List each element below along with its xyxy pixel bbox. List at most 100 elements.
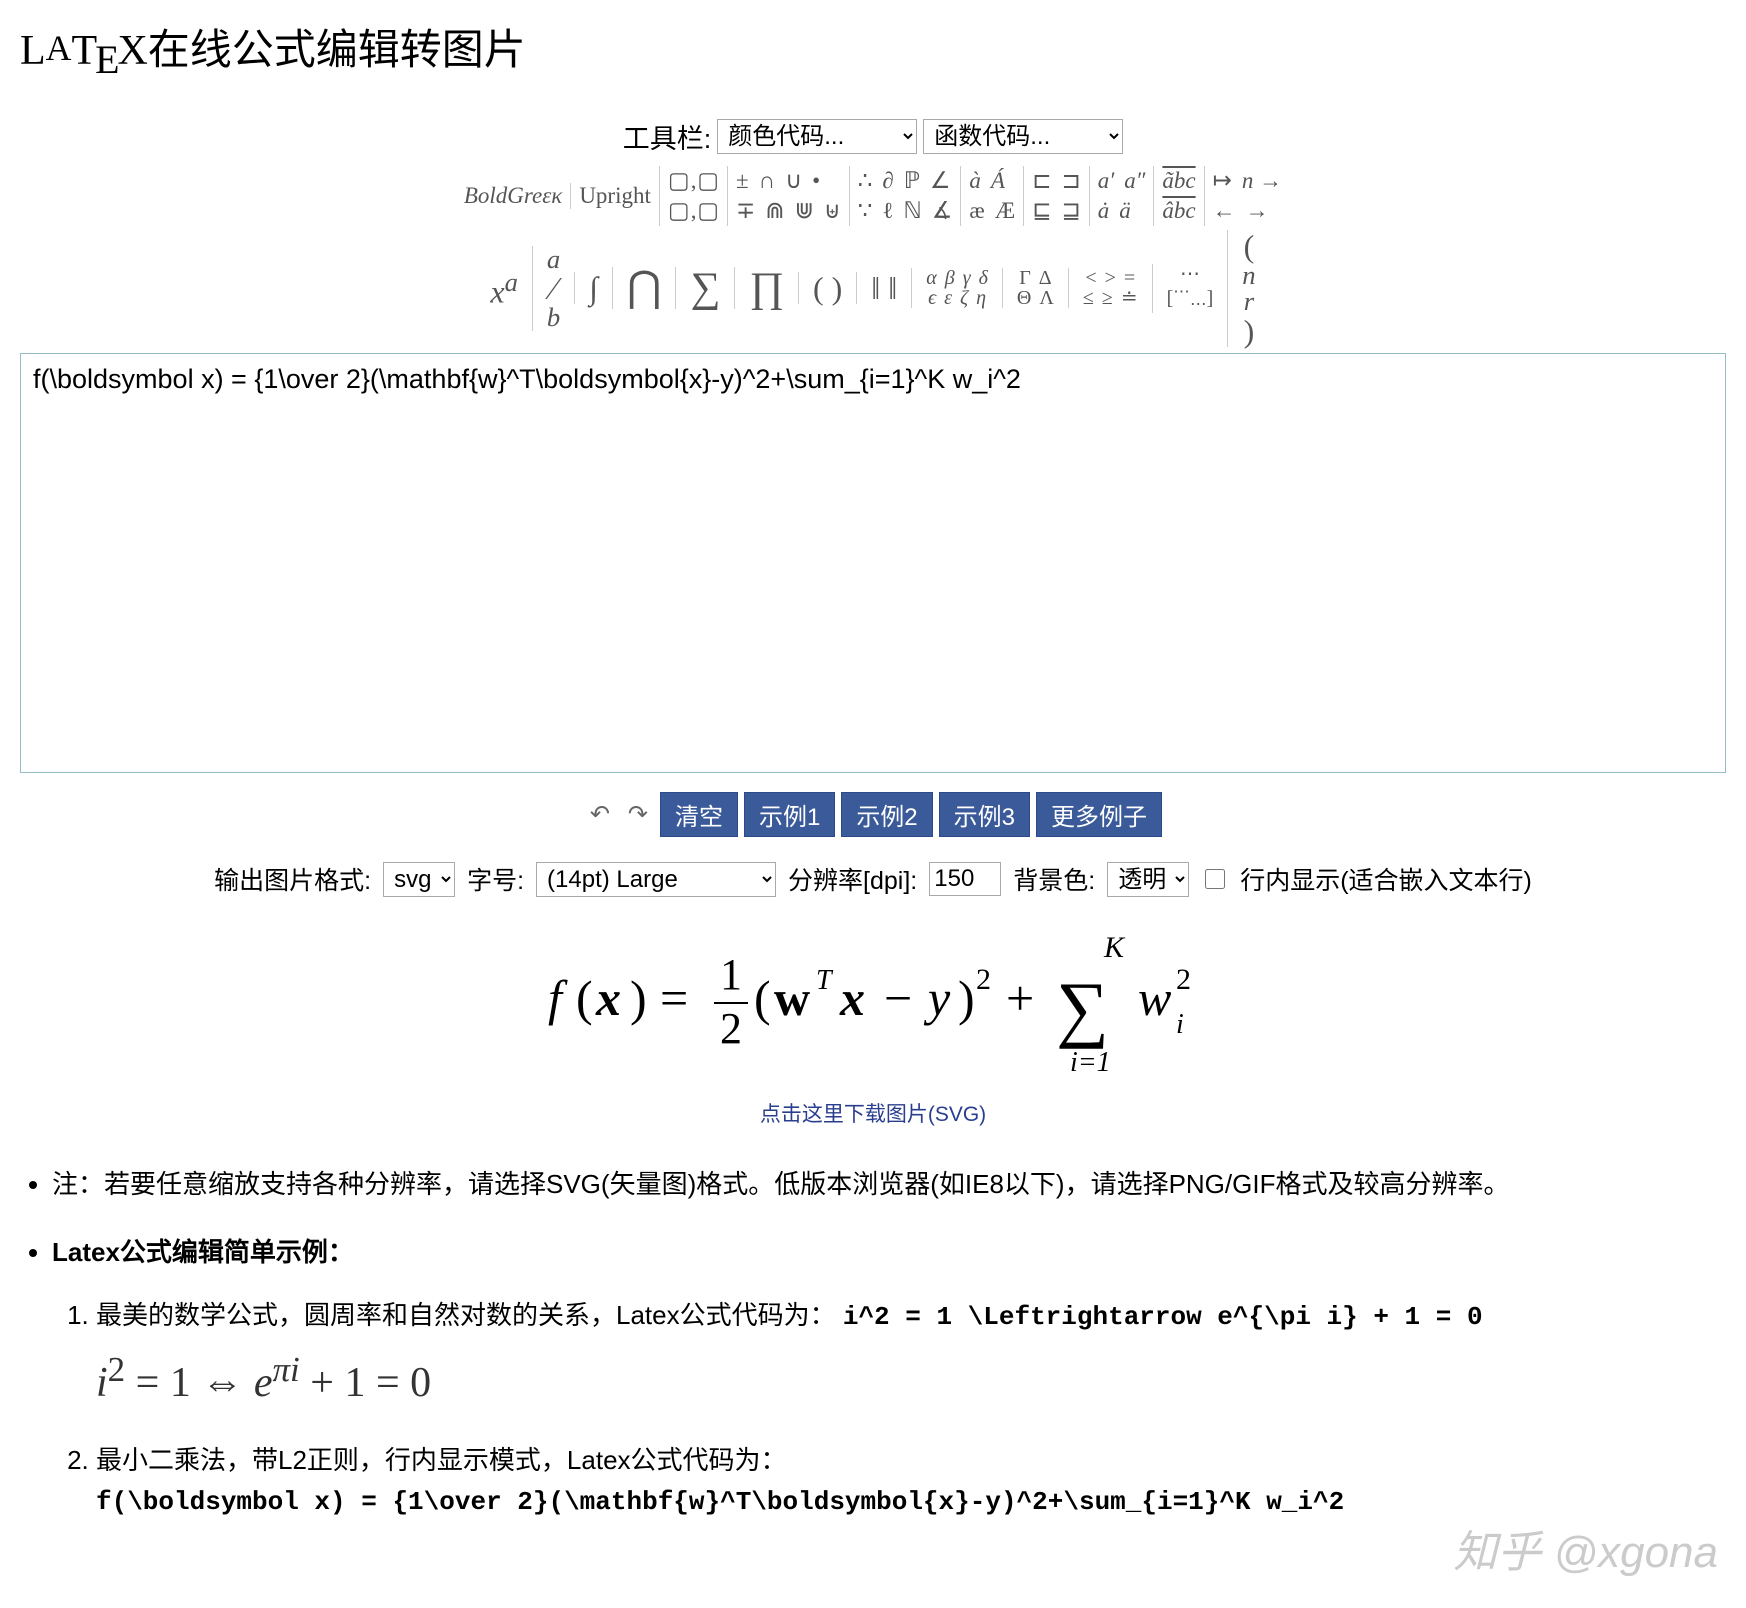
ae-button[interactable]: æ xyxy=(969,196,984,226)
svg-text:i: i xyxy=(1176,1009,1184,1040)
mapsto-button[interactable]: ↦ xyxy=(1213,166,1232,196)
example-euler: 最美的数学公式，圆周率和自然对数的关系，Latex公式代码为： i^2 = 1 … xyxy=(96,1295,1726,1416)
Cup-button[interactable]: ⋓ xyxy=(795,196,814,226)
because-button[interactable]: ∵ xyxy=(858,196,873,226)
svg-text:x: x xyxy=(839,970,865,1026)
N-button[interactable]: ℕ xyxy=(903,196,921,226)
binom-button[interactable]: (nr) xyxy=(1227,230,1269,347)
sum-button[interactable]: ∑ xyxy=(675,267,734,309)
svg-text:K: K xyxy=(1103,933,1126,964)
uplus-button[interactable]: ⊎ xyxy=(824,196,841,226)
svg-text:y: y xyxy=(923,970,951,1026)
example-lsq: 最小二乘法，带L2正则，行内显示模式，Latex公式代码为： f(\boldsy… xyxy=(96,1440,1726,1523)
acute-button[interactable]: Á xyxy=(991,166,1005,196)
rightarrow-button[interactable]: → xyxy=(1246,196,1269,226)
example1-button[interactable]: 示例1 xyxy=(744,792,835,837)
fontsize-select[interactable]: (14pt) Large xyxy=(536,862,776,897)
ddot-button[interactable]: ä xyxy=(1119,196,1131,226)
svg-text:2: 2 xyxy=(720,1004,742,1053)
sqsupset-button[interactable]: ⊐ xyxy=(1061,166,1080,196)
dot-button[interactable]: ȧ xyxy=(1098,196,1110,226)
svg-text:=: = xyxy=(660,970,688,1026)
svg-text:x: x xyxy=(595,970,621,1026)
format-select[interactable]: svg xyxy=(383,862,455,897)
paren-button[interactable]: ( ) xyxy=(798,272,856,304)
cup-button[interactable]: ∪ xyxy=(785,166,802,196)
fontsize-label: 字号: xyxy=(467,861,524,897)
integral-button[interactable]: ∫ xyxy=(574,272,612,304)
clear-button[interactable]: 清空 xyxy=(660,792,738,837)
example3-button[interactable]: 示例3 xyxy=(939,792,1030,837)
bigcap-button[interactable]: ⋂ xyxy=(612,267,675,309)
notes-list: 注：若要任意缩放支持各种分辨率，请选择SVG(矢量图)格式。低版本浏览器(如IE… xyxy=(20,1164,1726,1523)
angle-button[interactable]: ∠ xyxy=(930,166,951,196)
dpi-label: 分辨率[dpi]: xyxy=(788,861,917,897)
ell-button[interactable]: ℓ xyxy=(882,196,893,226)
watermark: 知乎 @xgona xyxy=(1453,1516,1718,1580)
bg-select[interactable]: 透明 xyxy=(1107,862,1189,897)
download-link[interactable]: 点击这里下载图片(SVG) xyxy=(760,1103,986,1126)
sqsubseteq-button[interactable]: ⊑ xyxy=(1032,196,1051,226)
pm-button[interactable]: ± xyxy=(736,166,749,196)
widehat-button[interactable]: âbc xyxy=(1162,196,1195,226)
cap-button[interactable]: ∩ xyxy=(759,166,776,196)
dprime-button[interactable]: a″ xyxy=(1124,166,1145,196)
Cap-button[interactable]: ⋒ xyxy=(765,196,784,226)
note-examples-head: Latex公式编辑简单示例： 最美的数学公式，圆周率和自然对数的关系，Latex… xyxy=(52,1232,1726,1522)
sqsubset-button[interactable]: ⊏ xyxy=(1032,166,1051,196)
sqsupseteq-button[interactable]: ⊒ xyxy=(1061,196,1080,226)
partial-button[interactable]: ∂ xyxy=(882,166,893,196)
box-pair-button[interactable]: ▢‚▢ xyxy=(668,166,719,196)
example-euler-render: i2 = 1 ⇔ eπi + 1 = 0 xyxy=(96,1343,1726,1416)
svg-text:(: ( xyxy=(576,970,593,1026)
note-svg: 注：若要任意缩放支持各种分辨率，请选择SVG(矢量图)格式。低版本浏览器(如IE… xyxy=(52,1164,1726,1204)
svg-text:2: 2 xyxy=(976,963,991,996)
prod-button[interactable]: ∏ xyxy=(734,267,798,309)
redo-icon[interactable]: ↷ xyxy=(622,801,654,829)
svg-text:T: T xyxy=(816,965,834,996)
toolbar-label: 工具栏: xyxy=(623,117,712,156)
undo-icon[interactable]: ↶ xyxy=(584,801,616,829)
prime-button[interactable]: a′ xyxy=(1098,166,1115,196)
rendered-formula: f ( x ) = 1 2 ( w T x − y ) 2 + K ∑ i=1 … xyxy=(20,933,1726,1080)
box-pair-button[interactable]: ▢‚▢ xyxy=(668,196,719,226)
more-examples-button[interactable]: 更多例子 xyxy=(1036,792,1162,837)
therefore-button[interactable]: ∴ xyxy=(858,166,873,196)
upright-button[interactable]: Upright xyxy=(579,183,651,209)
output-settings: 输出图片格式: svg 字号: (14pt) Large 分辨率[dpi]: 背… xyxy=(20,861,1726,897)
dpi-input[interactable] xyxy=(929,862,1001,896)
symbol-palette-row2: xa a⁄b ∫ ⋂ ∑ ∏ ( ) ‖ ‖ αβγδ ϵεζη ΓΔ ΘΛ <… xyxy=(20,230,1726,347)
leftarrow-button[interactable]: ← xyxy=(1213,196,1236,226)
boldgreek-button[interactable]: BoldGreεκ xyxy=(464,183,562,209)
bullet-button[interactable]: • xyxy=(812,166,820,196)
svg-text:i=1: i=1 xyxy=(1070,1047,1111,1073)
grave-button[interactable]: à xyxy=(969,166,981,196)
superscript-button[interactable]: xa xyxy=(476,269,532,308)
n-to-button[interactable]: n → xyxy=(1242,166,1282,196)
norm-button[interactable]: ‖ ‖ xyxy=(856,272,911,304)
greek-lower-button[interactable]: αβγδ ϵεζη xyxy=(911,268,1002,308)
bg-label: 背景色: xyxy=(1013,861,1095,897)
P-button[interactable]: ℙ xyxy=(904,166,920,196)
svg-text:(: ( xyxy=(754,970,771,1026)
svg-text:∑: ∑ xyxy=(1056,968,1109,1050)
measuredangle-button[interactable]: ∡ xyxy=(932,196,953,226)
function-code-select[interactable]: 函数代码... xyxy=(923,119,1123,154)
color-code-select[interactable]: 颜色代码... xyxy=(717,119,917,154)
example2-button[interactable]: 示例2 xyxy=(841,792,932,837)
svg-text:2: 2 xyxy=(1176,963,1191,996)
symbol-palette-row1: BoldGreεκ Upright ▢‚▢ ▢‚▢ ± ∩ ∪ • ∓ ⋒ ⋓ … xyxy=(20,166,1726,226)
svg-text:w: w xyxy=(774,970,810,1026)
greek-upper-button[interactable]: ΓΔ ΘΛ xyxy=(1002,268,1068,308)
editor-controls: ↶ ↷ 清空 示例1 示例2 示例3 更多例子 xyxy=(20,792,1726,837)
fraction-button[interactable]: a⁄b xyxy=(532,246,574,331)
inline-checkbox[interactable] xyxy=(1205,869,1225,889)
svg-text:−: − xyxy=(884,970,912,1026)
matrix-button[interactable]: ⋯ [⋯⋯] xyxy=(1152,264,1228,313)
AE-button[interactable]: Æ xyxy=(995,196,1015,226)
relation-button[interactable]: <>= ≤≥≐ xyxy=(1068,268,1152,308)
inline-label: 行内显示(适合嵌入文本行) xyxy=(1240,861,1532,897)
widetilde-button[interactable]: ãbc xyxy=(1162,166,1195,196)
latex-editor[interactable] xyxy=(20,353,1726,773)
mp-button[interactable]: ∓ xyxy=(736,196,755,226)
